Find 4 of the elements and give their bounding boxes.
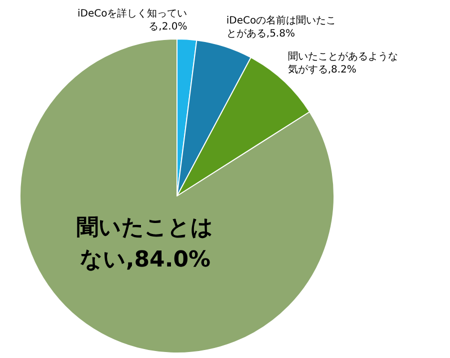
slice-label: iDeCoの名前は聞いたことがある,5.8% — [226, 14, 336, 40]
slice-label: iDeCoを詳しく知っている,2.0% — [78, 7, 188, 32]
slice-label: 聞いたことはない,84.0% — [76, 215, 214, 272]
slice-label: 聞いたことがあるような気がする,8.2% — [288, 50, 398, 76]
